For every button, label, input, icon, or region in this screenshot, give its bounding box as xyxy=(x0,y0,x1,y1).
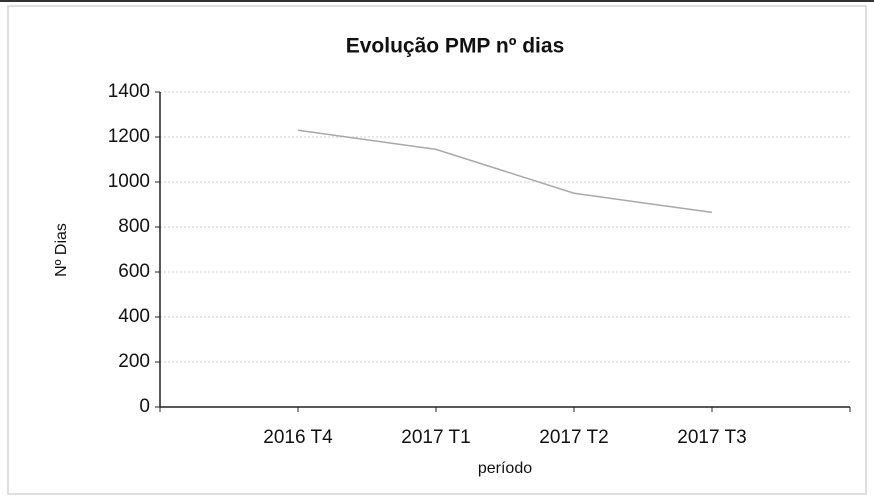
x-tick-label: 2016 T4 xyxy=(263,427,333,448)
y-tick-label: 0 xyxy=(139,396,150,417)
y-tick-label: 200 xyxy=(118,351,150,372)
y-tick-label: 1200 xyxy=(108,126,150,147)
chart-frame xyxy=(7,5,867,495)
data-line xyxy=(297,129,713,214)
y-tick-label: 400 xyxy=(118,306,150,327)
chart-title: Evolução PMP nº dias xyxy=(346,35,565,58)
x-tick-label: 2017 T1 xyxy=(401,427,470,448)
x-tick-label: 2017 T2 xyxy=(539,427,608,448)
y-axis-label: Nº Dias xyxy=(53,223,70,277)
x-axis-label: período xyxy=(478,460,532,477)
y-tick-label: 800 xyxy=(118,216,150,237)
y-tick-label: 1400 xyxy=(108,81,150,102)
y-tick-label: 1000 xyxy=(108,171,150,192)
x-tick-label: 2017 T3 xyxy=(677,427,746,448)
y-tick-label: 600 xyxy=(118,261,150,282)
